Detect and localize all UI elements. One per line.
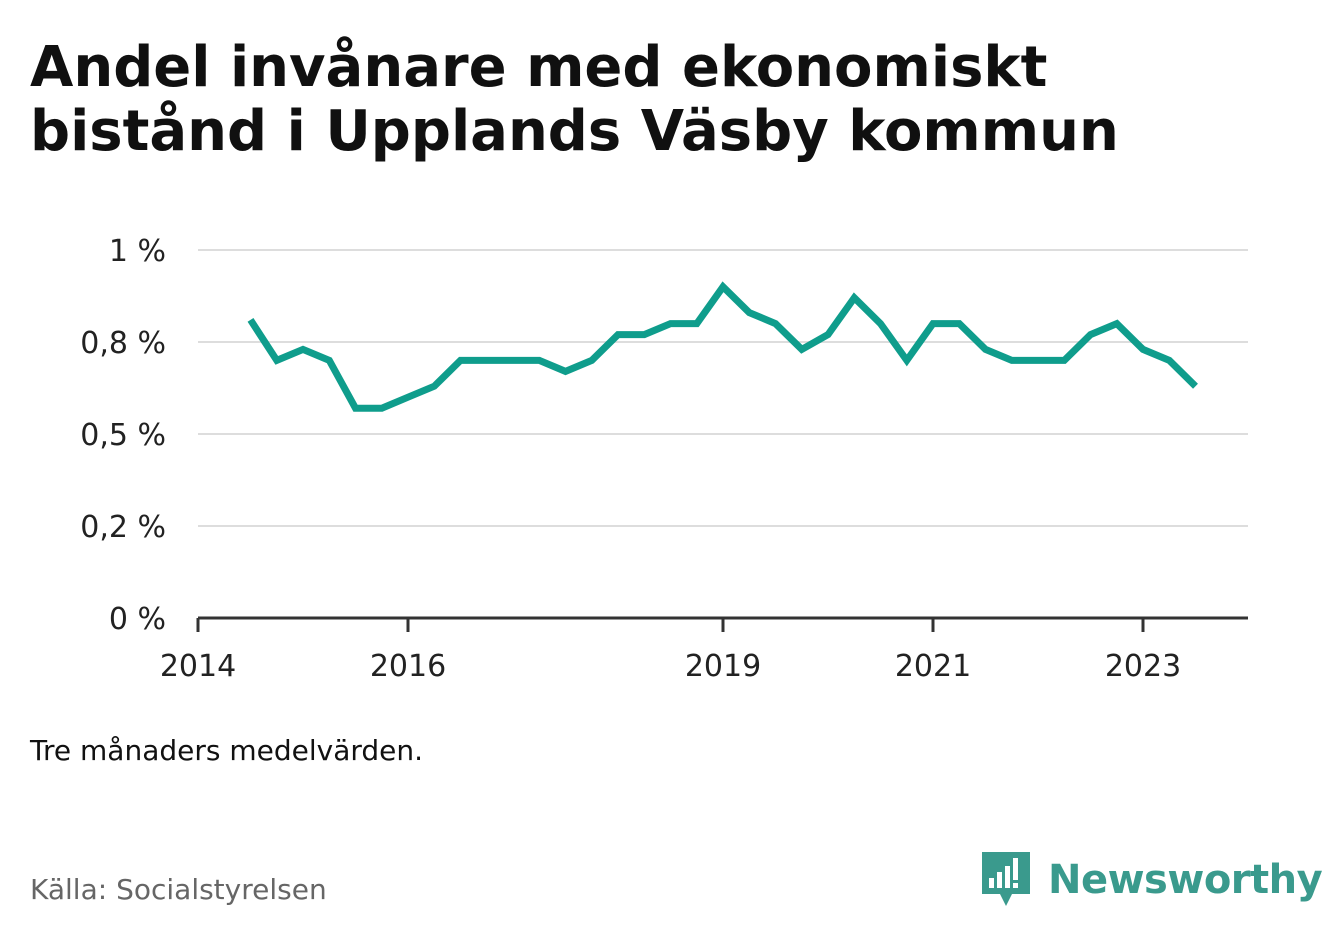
bar-chart-speech-bubble-icon <box>982 852 1030 906</box>
y-tick-label: 0 % <box>109 602 166 637</box>
chart-note: Tre månaders medelvärden. <box>30 734 424 767</box>
source-credit: Källa: Socialstyrelsen <box>30 873 327 906</box>
gridlines <box>198 249 1248 527</box>
y-tick-label: 0,5 % <box>80 418 166 453</box>
y-tick-label: 0,2 % <box>80 510 166 545</box>
y-tick-label: 1 % <box>109 234 166 269</box>
x-tick-label: 2014 <box>160 649 236 684</box>
x-axis: 2014 2016 2019 2021 2023 <box>160 616 1248 684</box>
brand-logo: Newsworthy <box>980 850 1322 910</box>
series-line <box>247 281 1198 412</box>
x-tick-label: 2019 <box>685 649 761 684</box>
brand-name: Newsworthy <box>1048 857 1322 903</box>
data-series <box>247 281 1198 412</box>
x-tick-label: 2021 <box>895 649 971 684</box>
y-tick-label: 0,8 % <box>80 326 166 361</box>
y-axis-tick-labels: 0 % 0,2 % 0,5 % 0,8 % 1 % <box>80 234 166 637</box>
x-tick-label: 2023 <box>1105 649 1181 684</box>
x-tick-label: 2016 <box>370 649 446 684</box>
chart-title: Andel invånare med ekonomiskt bistånd i … <box>30 35 1119 164</box>
